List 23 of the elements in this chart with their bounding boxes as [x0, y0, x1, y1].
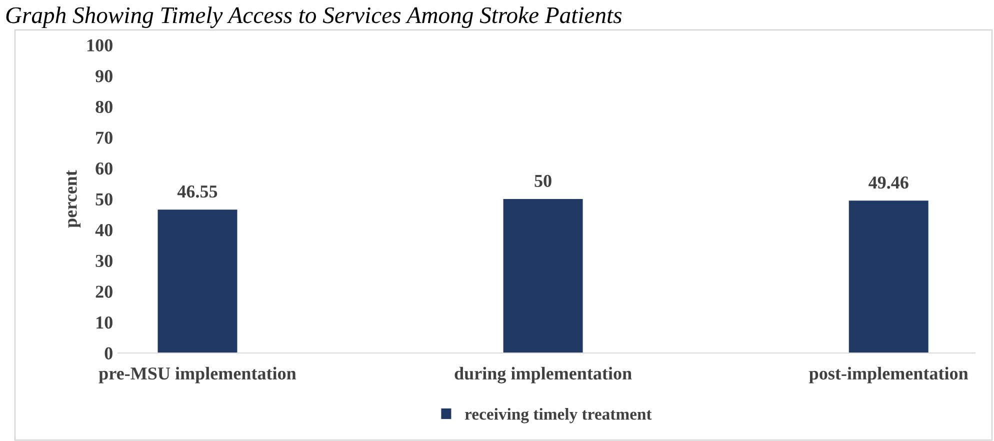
bar: [848, 200, 928, 353]
y-tick-label: 60: [96, 162, 112, 175]
y-tick-label: 30: [96, 254, 112, 268]
y-tick-label: 80: [96, 100, 112, 114]
y-tick-label: 50: [96, 193, 112, 206]
y-tick-label: 20: [96, 286, 112, 298]
data-label: 50: [534, 174, 552, 187]
y-tick-label: 100: [88, 39, 112, 52]
y-tick-label: 40: [95, 224, 112, 236]
x-tick-label: post-implementation: [809, 366, 968, 384]
data-label: 49.46: [868, 176, 908, 189]
legend-label: receiving timely treatment: [464, 408, 652, 424]
bar: [503, 199, 583, 353]
y-tick-label: 70: [96, 132, 112, 144]
y-axis-title: percent: [66, 170, 80, 228]
data-label: 46.55: [177, 185, 218, 198]
y-tick-label: 90: [96, 70, 112, 82]
x-tick-label: during implementation: [454, 366, 632, 384]
chart-title: Graph Showing Timely Access to Services Among Stroke Patients: [6, 6, 622, 28]
x-tick-label: pre-MSU implementation: [98, 366, 296, 384]
y-tick-label: 10: [96, 316, 112, 329]
bar: [158, 210, 238, 353]
y-tick-label: 0: [104, 347, 112, 360]
